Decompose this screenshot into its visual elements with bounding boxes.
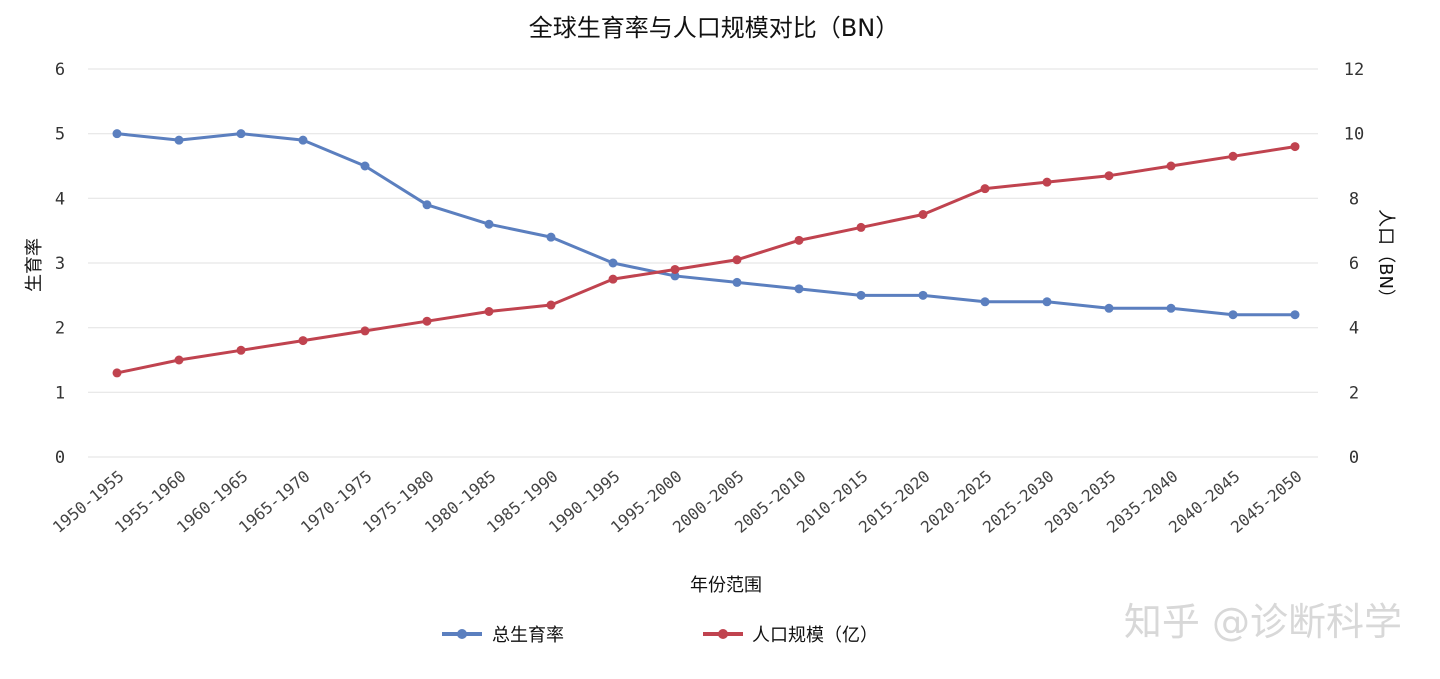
data-point	[1166, 161, 1176, 171]
y-tick-label: 4	[55, 189, 65, 209]
y2-tick-label: 2	[1349, 383, 1359, 403]
data-point	[1228, 151, 1238, 161]
y-tick-label: 2	[55, 319, 65, 339]
data-point	[422, 200, 432, 210]
data-point	[732, 277, 742, 287]
data-point	[174, 355, 184, 365]
y2-tick-label: 6	[1349, 254, 1359, 274]
y-tick-label: 5	[55, 125, 65, 145]
y2-tick-label: 12	[1344, 60, 1364, 80]
left-y-ticks: 0 1 2 3 4 5 6	[55, 60, 65, 468]
data-point	[980, 184, 990, 194]
data-point	[484, 219, 494, 229]
y2-tick-label: 10	[1344, 125, 1364, 145]
data-point	[1104, 303, 1114, 313]
data-point	[1042, 297, 1052, 307]
legend-label-population: 人口规模（亿）	[752, 625, 878, 646]
watermark: 知乎 @诊断科学	[1124, 600, 1402, 644]
gridlines	[88, 68, 1318, 458]
data-point	[112, 368, 122, 378]
data-point	[670, 271, 680, 281]
data-point	[1104, 171, 1114, 181]
legend-label-fertility: 总生育率	[492, 625, 564, 646]
data-point	[546, 232, 556, 242]
data-point	[732, 255, 742, 265]
data-point	[856, 290, 866, 300]
data-point	[794, 284, 804, 294]
data-point	[1290, 310, 1300, 320]
legend-marker-fertility	[457, 629, 467, 639]
y2-tick-label: 8	[1349, 189, 1359, 209]
x-ticks: 1950-19551955-19601960-19651965-19701970…	[49, 467, 1306, 537]
series-population	[112, 142, 1300, 378]
data-point	[980, 297, 990, 307]
data-point	[484, 307, 494, 316]
data-point	[608, 274, 618, 284]
series-line	[116, 145, 1296, 375]
data-point	[298, 135, 308, 145]
y-tick-label: 6	[55, 60, 65, 80]
data-point	[1290, 142, 1300, 152]
data-point	[1228, 310, 1238, 320]
data-point	[298, 336, 308, 346]
data-point	[546, 300, 556, 310]
data-point	[112, 129, 122, 139]
right-y-ticks: 0 2 4 6 8 10 12	[1344, 60, 1364, 468]
legend-marker-population	[718, 629, 728, 639]
data-point	[1166, 303, 1176, 313]
chart-title: 全球生育率与人口规模对比（BN）	[529, 14, 899, 42]
legend: 总生育率 人口规模（亿）	[442, 625, 878, 646]
data-point	[360, 161, 370, 171]
y-tick-label: 1	[55, 383, 65, 403]
data-point	[794, 235, 804, 245]
y-tick-label: 0	[55, 448, 65, 468]
series	[112, 129, 1300, 378]
data-point	[422, 316, 432, 326]
series-line	[116, 132, 1295, 317]
data-point	[918, 210, 928, 219]
data-point	[856, 222, 866, 232]
data-point	[360, 326, 370, 336]
y2-tick-label: 4	[1349, 319, 1359, 339]
series-fertility	[112, 129, 1300, 320]
y2-tick-label: 0	[1349, 448, 1359, 468]
y-axis-label: 生育率	[24, 238, 45, 292]
legend-item-fertility: 总生育率	[442, 625, 564, 646]
y-tick-label: 3	[55, 254, 65, 274]
data-point	[236, 129, 246, 139]
x-axis-label: 年份范围	[690, 575, 762, 596]
data-point	[608, 258, 618, 268]
y2-axis-label: 人口（BN）	[1375, 209, 1396, 307]
data-point	[174, 135, 184, 145]
data-point	[918, 290, 928, 300]
data-point	[1042, 177, 1052, 187]
data-point	[236, 345, 246, 355]
data-point	[670, 264, 680, 274]
legend-item-population: 人口规模（亿）	[703, 625, 878, 646]
